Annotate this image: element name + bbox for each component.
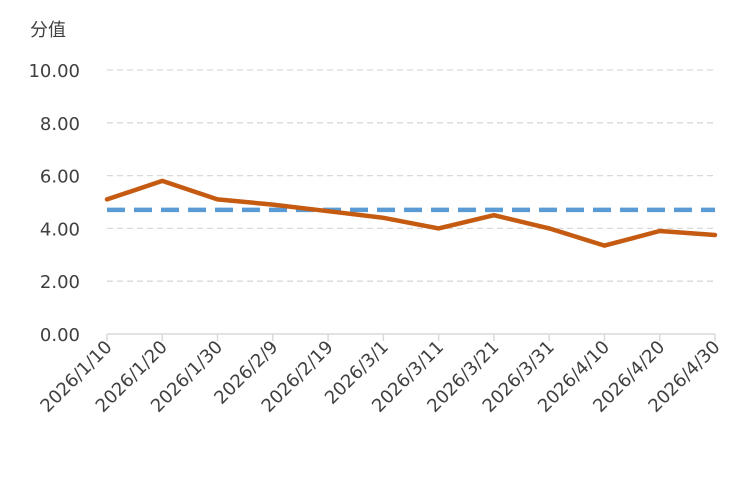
y-tick-label: 10.00 bbox=[28, 61, 80, 82]
y-tick-label: 6.00 bbox=[40, 167, 80, 188]
series-lines bbox=[104, 178, 718, 248]
y-tick-label: 2.00 bbox=[40, 272, 80, 293]
y-tick-labels: 0.00 2.00 4.00 6.00 8.00 10.00 bbox=[28, 61, 80, 346]
score-line bbox=[104, 178, 718, 248]
y-tick-label: 0.00 bbox=[40, 325, 80, 346]
gridlines bbox=[107, 69, 715, 282]
y-tick-label: 8.00 bbox=[40, 114, 80, 135]
y-tick-label: 4.00 bbox=[40, 219, 80, 240]
y-axis-title: 分值 bbox=[30, 20, 66, 41]
x-axis: 2026/1/102026/1/202026/1/302026/2/92026/… bbox=[36, 333, 725, 417]
